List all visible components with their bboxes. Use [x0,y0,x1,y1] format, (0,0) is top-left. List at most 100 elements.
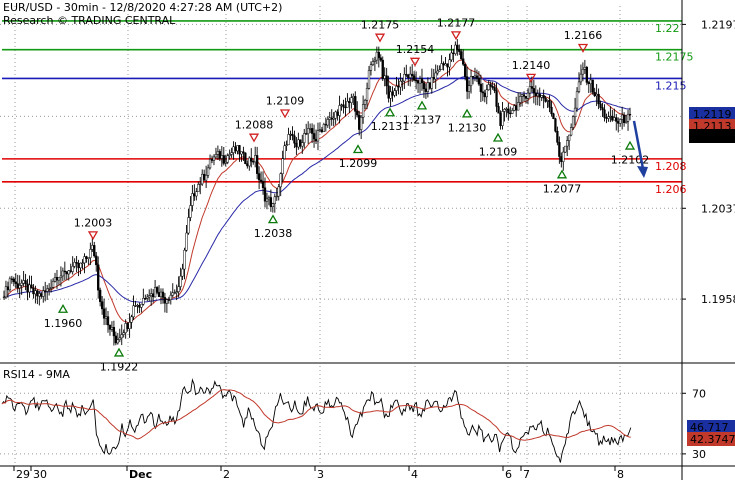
candle-body-37 [75,262,78,264]
candle-body-237 [467,85,471,92]
level-label-1: 1.2175 [655,51,694,64]
swing-high-marker-5 [279,109,291,119]
price-tick-label-1: 1.2037 [701,202,735,215]
candle-body-7 [16,283,19,289]
time-tick-label-5: 4 [411,468,418,480]
candle-body-240 [473,75,477,78]
candle-body-81 [161,291,165,298]
candle-body-253 [499,112,502,126]
rsi-tag-label-0: 46.717 [690,421,729,434]
candle-body-4 [10,278,13,280]
candle-body-217 [428,82,431,89]
candle-body-306 [603,109,606,118]
candle-body-200 [395,85,398,91]
candle-body-143 [283,145,286,159]
candle-body-264 [520,94,524,97]
candle-body-298 [587,82,590,85]
candle-body-20 [42,290,45,297]
candle-body-54 [108,324,112,330]
candle-body-165 [326,119,329,126]
candle-body-91 [181,268,184,277]
candle-body-21 [44,290,47,292]
candle-body-5 [12,278,15,282]
candle-body-297 [585,66,588,83]
candle-body-218 [430,77,433,89]
candle-body-126 [250,157,253,162]
candle-body-271 [534,92,537,97]
candle-body-24 [49,286,53,289]
time-tick-label-4: 3 [317,468,324,480]
candle-body-0 [2,296,6,299]
candle-body-280 [552,113,555,119]
candle-body-291 [573,107,577,117]
candle-body-6 [14,281,17,284]
swing-high-marker-16 [577,43,589,53]
candle-body-250 [493,87,496,91]
candle-body-319 [628,113,632,116]
candle-body-247 [487,84,490,91]
candle-body-90 [179,275,182,287]
candle-body-116 [230,152,233,155]
swing-low-label-12: 1.2130 [448,121,487,134]
forecast-arrow-shaft [632,120,645,170]
candle-body-179 [354,96,357,112]
candle-body-123 [244,152,247,164]
swing-low-label-15: 1.2077 [543,182,582,195]
candle-body-263 [518,96,522,103]
candle-body-192 [379,57,382,61]
candle-body-14 [30,284,33,289]
candle-body-317 [624,121,628,123]
candle-body-190 [375,51,379,61]
candle-body-57 [114,335,118,344]
time-tick-label-1: 30 [33,468,47,480]
candle-body-36 [73,262,76,267]
candle-body-242 [477,77,481,85]
swing-high-marker-11 [450,31,462,41]
candle-body-74 [148,295,151,298]
candle-body-48 [97,264,100,291]
candle-body-238 [469,76,473,86]
candle-body-78 [155,287,159,293]
candle-body-299 [589,79,592,85]
rsi-tag-label-1: 42.3747 [690,433,735,446]
swing-low-marker-17 [624,140,636,150]
candle-body-17 [36,290,39,297]
candle-body-210 [414,80,418,82]
candle-body-67 [134,305,137,307]
rsi-tick-label-0: 70 [692,387,706,400]
candle-body-105 [208,159,212,169]
level-label-2: 1.215 [655,79,687,92]
candle-body-300 [591,79,594,93]
candle-body-100 [199,183,202,185]
candle-body-189 [373,59,377,62]
candle-body-259 [511,110,514,114]
candle-body-15 [32,287,35,295]
candle-body-96 [191,193,194,206]
candle-body-232 [458,49,461,52]
candle-body-23 [47,288,51,290]
candle-body-254 [501,111,504,126]
candle-body-55 [110,327,114,330]
candle-body-3 [8,278,12,291]
candle-body-270 [532,88,535,94]
swing-high-label-16: 1.2166 [564,29,603,42]
candle-body-64 [128,322,131,329]
candle-body-76 [151,293,155,298]
candle-body-197 [389,91,392,99]
candle-body-41 [83,256,86,264]
candle-body-83 [165,299,169,304]
candle-body-195 [385,75,388,87]
swing-low-label-13: 1.2109 [479,146,518,159]
candle-body-139 [275,195,278,198]
candle-body-25 [51,280,55,288]
candle-body-65 [130,316,133,323]
candle-body-301 [593,92,596,97]
candle-body-109 [216,151,220,155]
candle-body-272 [536,93,539,97]
candle-body-19 [40,293,43,297]
candle-body-166 [328,117,331,120]
candle-body-118 [234,146,237,152]
price-tick-label-2: 1.1958 [701,293,735,306]
candle-body-256 [505,108,508,110]
chart-grid [0,6,682,466]
